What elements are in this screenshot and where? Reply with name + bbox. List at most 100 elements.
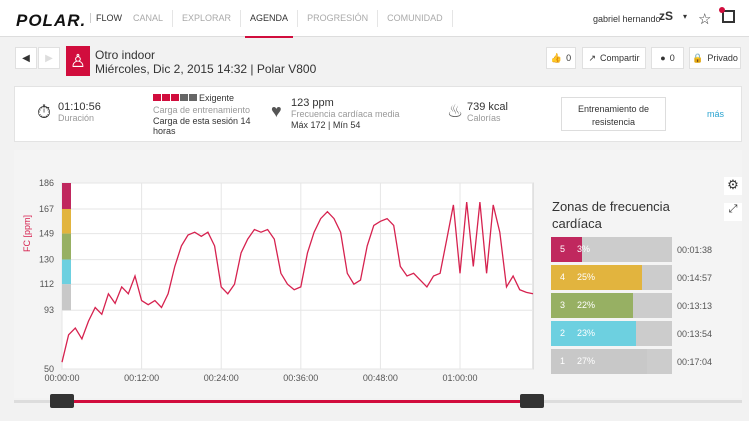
- y-tick-label: 149: [39, 229, 54, 239]
- range-handle-start[interactable]: [50, 394, 74, 408]
- zone-percent: 25%: [577, 272, 596, 282]
- x-tick-label: 01:00:00: [443, 373, 478, 383]
- heart-icon: ♥: [271, 101, 282, 121]
- zone-bar: [574, 349, 647, 374]
- sport-name: Otro indoor: [95, 48, 156, 62]
- expand-icon[interactable]: ⤢: [724, 203, 742, 221]
- lock-icon: 🔒: [692, 52, 704, 63]
- zone-band: [62, 183, 71, 209]
- load-level: Exigente: [199, 93, 235, 103]
- comment-icon: ●: [660, 53, 666, 63]
- comment-count: 0: [669, 53, 675, 63]
- like-button[interactable]: 👍 0: [546, 47, 576, 69]
- share-icon: ↗: [588, 52, 597, 63]
- main-nav: CANAL EXPLORAR AGENDA PROGRESIÓN COMUNID…: [124, 0, 453, 38]
- zone-band: [62, 208, 71, 234]
- x-tick-label: 00:00:00: [44, 373, 79, 383]
- zone-number: 1: [551, 349, 574, 374]
- x-tick-label: 00:12:00: [124, 373, 159, 383]
- zone-bar: [574, 293, 634, 318]
- y-tick-label: 93: [44, 305, 54, 315]
- zone-percent: 23%: [577, 328, 596, 338]
- zone-number: 5: [551, 237, 574, 262]
- star-icon[interactable]: ☆: [698, 11, 712, 28]
- zone-time: 00:17:04: [677, 357, 713, 367]
- x-tick-label: 00:48:00: [363, 373, 398, 383]
- top-bar: POLAR. FLOW CANAL EXPLORAR AGENDA PROGRE…: [0, 0, 749, 38]
- zones-title: Zonas de frecuencia cardíaca: [552, 199, 670, 231]
- zone-number: 2: [551, 321, 574, 346]
- zone-time: 00:01:38: [677, 245, 713, 255]
- range-handle-end[interactable]: [520, 394, 544, 408]
- hr-label: Frecuencia cardíaca media: [291, 109, 400, 119]
- hr-average: 123 ppm: [291, 97, 334, 109]
- duration-value: 01:10:56: [58, 101, 101, 113]
- flame-icon: ♨: [447, 101, 464, 121]
- load-indicator: [153, 94, 197, 101]
- notifications-icon[interactable]: [719, 7, 735, 23]
- duration-label: Duración: [58, 113, 95, 123]
- zone-row: 3 22%: [551, 293, 672, 318]
- load-text: Carga de esta sesión 14 horas: [153, 116, 251, 136]
- next-button[interactable]: ▶: [38, 47, 60, 69]
- x-tick-label: 00:24:00: [204, 373, 239, 383]
- comments-button[interactable]: ● 0: [651, 47, 684, 69]
- session-date: Miércoles, Dic 2, 2015 14:32 | Polar V80…: [95, 62, 317, 76]
- polar-logo[interactable]: POLAR.: [16, 11, 87, 30]
- y-tick-label: 130: [39, 255, 54, 265]
- zone-number: 4: [551, 265, 574, 290]
- training-type-button[interactable]: Entrenamiento de resistencia: [561, 97, 666, 131]
- zone-bar: [574, 265, 642, 290]
- zone-percent: 22%: [577, 300, 596, 310]
- settings-icon[interactable]: ⚙: [724, 177, 742, 195]
- avatar[interactable]: zS: [659, 9, 674, 23]
- hr-line: [61, 202, 534, 363]
- share-label: Compartir: [600, 53, 640, 63]
- timeline-selection: [62, 400, 534, 403]
- zone-time: 00:14:57: [677, 273, 713, 283]
- prev-button[interactable]: ◀: [15, 47, 37, 69]
- zone-bar: [574, 321, 637, 346]
- sport-icon: ♙: [66, 46, 90, 76]
- like-count: 0: [566, 53, 572, 63]
- zone-bar: [574, 237, 583, 262]
- y-axis-label: FC [ppm]: [22, 214, 32, 252]
- zone-number: 3: [551, 293, 574, 318]
- nav-agenda[interactable]: AGENDA: [241, 10, 299, 38]
- nav-canal[interactable]: CANAL: [124, 10, 174, 27]
- nav-explorar[interactable]: EXPLORAR: [173, 10, 242, 27]
- stopwatch-icon: ⏱: [37, 102, 52, 122]
- hr-range: Máx 172 | Mín 54: [291, 120, 361, 130]
- more-link[interactable]: más: [707, 109, 725, 119]
- zone-row: 2 23%: [551, 321, 672, 346]
- zone-time: 00:13:54: [677, 329, 713, 339]
- y-tick-label: 112: [40, 279, 54, 289]
- load-label: Carga de entrenamiento: [153, 105, 251, 115]
- zone-band: [62, 284, 71, 311]
- x-tick-label: 00:36:00: [283, 373, 318, 383]
- share-button[interactable]: ↗ Compartir: [582, 47, 646, 69]
- nav-comunidad[interactable]: COMUNIDAD: [378, 10, 453, 27]
- nav-progresion[interactable]: PROGRESIÓN: [298, 10, 379, 27]
- y-tick-label: 50: [44, 364, 54, 374]
- plot-area: [61, 182, 534, 370]
- thumbs-up-icon: 👍: [550, 52, 563, 63]
- calories-label: Calorías: [467, 113, 501, 123]
- privacy-button[interactable]: 🔒 Privado: [689, 47, 741, 69]
- user-name[interactable]: gabriel hernando: [593, 14, 661, 24]
- chevron-down-icon[interactable]: ▾: [683, 12, 688, 21]
- y-tick-label: 167: [39, 204, 54, 214]
- privacy-label: Privado: [707, 53, 738, 63]
- zone-percent: 27%: [577, 356, 596, 366]
- zone-row: 4 25%: [551, 265, 672, 290]
- y-tick-label: 186: [39, 178, 54, 188]
- zone-row: 1 27%: [551, 349, 672, 374]
- zone-time: 00:13:13: [677, 301, 713, 311]
- flow-label: FLOW: [90, 13, 122, 23]
- zone-band: [62, 233, 71, 260]
- zone-percent: 3%: [577, 244, 591, 254]
- zone-band: [62, 259, 71, 285]
- summary-card: ⏱ 01:10:56 Duración Exigente Carga de en…: [14, 86, 742, 142]
- calories-value: 739 kcal: [467, 101, 508, 113]
